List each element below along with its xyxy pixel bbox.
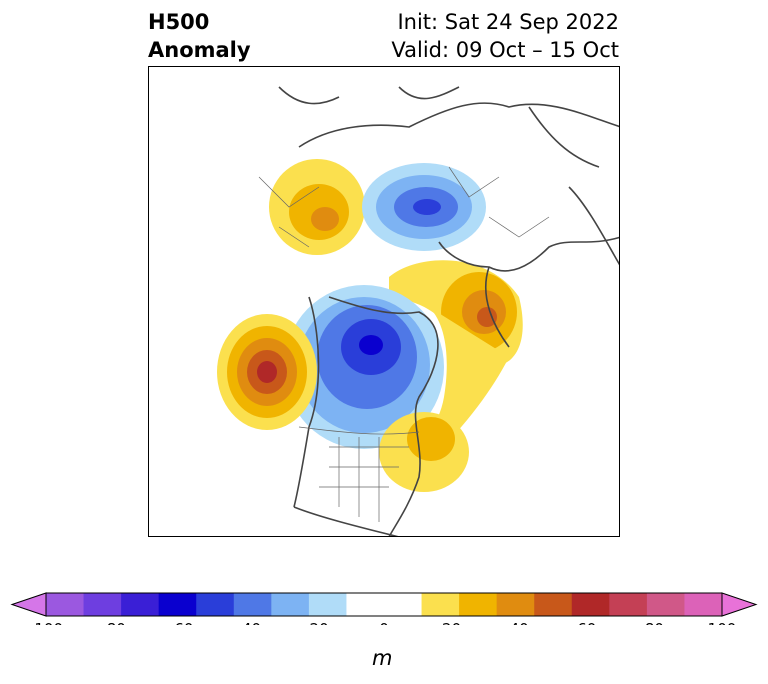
colorbar-tick-label: 0 [379, 620, 389, 625]
borders [258, 166, 550, 522]
init-date: Init: Sat 24 Sep 2022 [397, 10, 619, 34]
colorbar-segment [158, 593, 197, 616]
anomaly-canada-negative [284, 285, 444, 449]
colorbar-segment [496, 593, 535, 616]
colorbar-segment [271, 593, 310, 616]
colorbar-tick-label: 40 [510, 620, 529, 625]
colorbar-tick-label: -40 [237, 620, 262, 625]
valid-range: Valid: 09 Oct – 15 Oct [391, 38, 619, 62]
title-line2: Anomaly [148, 38, 251, 62]
colorbar-segment [346, 593, 385, 616]
colorbar-tick-label: -80 [101, 620, 126, 625]
colorbar-tick-label: -100 [29, 620, 63, 625]
colorbar-segment [609, 593, 648, 616]
colorbar-ticks: -100 -80 -60 -40 -20 0 20 40 60 80 100 [29, 620, 736, 625]
colorbar-tick-label: 20 [442, 620, 461, 625]
coastlines [278, 86, 619, 536]
colorbar-segment [534, 593, 573, 616]
colorbar-segment [233, 593, 272, 616]
anomaly-eastcoast-positive [379, 412, 469, 492]
colorbar-tick-label: 100 [708, 620, 737, 625]
colorbar-tick-label: -20 [304, 620, 329, 625]
colorbar-outline [45, 592, 723, 617]
colorbar-segment [308, 593, 347, 616]
colorbar-tick-label: -60 [169, 620, 194, 625]
colorbar-segment [459, 593, 498, 616]
colorbar-tick-label: 80 [645, 620, 664, 625]
colorbar-segment [384, 593, 423, 616]
colorbar-segment [196, 593, 235, 616]
map-title: H500 Anomaly [148, 8, 251, 64]
anomaly-greenland-positive [389, 260, 523, 477]
colorbar-segment [684, 593, 723, 616]
colorbar-segments [10, 592, 758, 617]
colorbar-unit: m [372, 646, 393, 670]
colorbar-segment [646, 593, 685, 616]
colorbar-segment [421, 593, 460, 616]
anomaly-europe-negative [362, 163, 486, 251]
anomaly-pacific-positive [217, 314, 317, 430]
colorbar-arrow-low [10, 592, 47, 617]
anomaly-siberia-positive [269, 159, 365, 255]
title-line1: H500 [148, 10, 210, 34]
colorbar-tick-label: 60 [577, 620, 596, 625]
colorbar: -100 -80 -60 -40 -20 0 20 40 60 80 100 [10, 592, 758, 625]
colorbar-segment [121, 593, 160, 616]
colorbar-segment [46, 593, 85, 616]
colorbar-segment [571, 593, 610, 616]
date-info: Init: Sat 24 Sep 2022 Valid: 09 Oct – 15… [391, 8, 619, 64]
map-canvas [217, 86, 619, 536]
anomaly-map [148, 66, 620, 537]
colorbar-arrow-high [721, 592, 758, 617]
colorbar-segment [83, 593, 122, 616]
